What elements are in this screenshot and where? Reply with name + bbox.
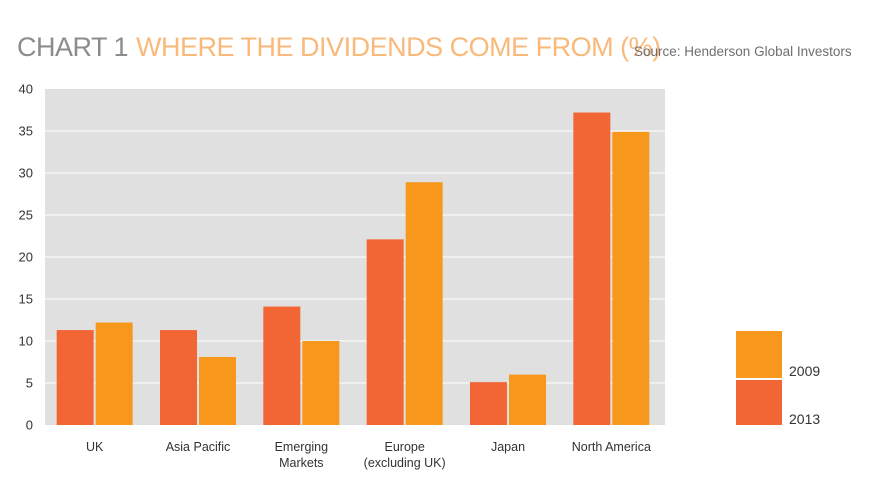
legend-label-2013: 2013 [789,411,820,427]
x-category-line: Asia Pacific [166,440,231,454]
x-category-line: North America [572,440,651,454]
chart-number-label: CHART 1 [17,32,128,62]
bar-2013 [263,306,301,425]
y-tick-label: 5 [26,376,33,391]
x-category-label: Emerging Markets [275,440,329,470]
legend-swatch-2009 [736,331,782,378]
bars [56,112,650,426]
chart-source: Source: Henderson Global Investors [634,44,852,59]
bar-2013 [56,330,94,425]
y-tick-label: 0 [26,418,33,433]
chart-header: CHART 1 WHERE THE DIVIDENDS COME FROM (%)… [17,32,852,62]
bar-2013 [573,112,611,426]
y-tick-label: 30 [19,166,33,181]
y-axis-ticks: 0 5 10 15 20 25 30 35 40 [19,82,33,433]
chart-number: CHART 1 WHERE THE DIVIDENDS COME FROM (%) [17,32,661,62]
x-category-line: Japan [491,440,525,454]
legend-swatch-2013 [736,380,782,425]
bar-2009 [95,322,133,425]
gridlines [45,130,665,384]
bar-2009 [302,341,340,425]
y-tick-label: 10 [19,334,33,349]
x-category-line: Emerging [275,440,329,454]
x-category-label: North America [572,440,651,454]
x-category-line: Europe [385,440,425,454]
y-tick-label: 25 [19,208,33,223]
bar-2013 [160,330,197,425]
x-category-line: Markets [279,456,323,470]
x-category-label: Japan [491,440,525,454]
x-category-label: Asia Pacific [166,440,231,454]
y-tick-label: 15 [19,292,33,307]
legend: 2009 2013 [736,331,820,427]
bar-2009 [405,182,443,425]
bar-2009 [199,356,236,425]
x-category-label: Europe (excluding UK) [364,440,446,470]
bar-2013 [366,239,404,425]
bar-2009 [612,131,650,425]
chart-title: WHERE THE DIVIDENDS COME FROM (%) [136,32,661,62]
bar-2009 [509,374,546,425]
y-tick-label: 35 [19,124,33,139]
x-category-line: (excluding UK) [364,456,446,470]
y-tick-label: 40 [19,82,33,97]
legend-label-2009: 2009 [789,363,820,379]
x-category-line: UK [86,440,104,454]
y-tick-label: 20 [19,250,33,265]
bar-2013 [470,382,507,425]
x-category-label: UK [86,440,104,454]
x-axis-categories: UK Asia Pacific Emerging Markets Europe (excl… [86,440,651,470]
